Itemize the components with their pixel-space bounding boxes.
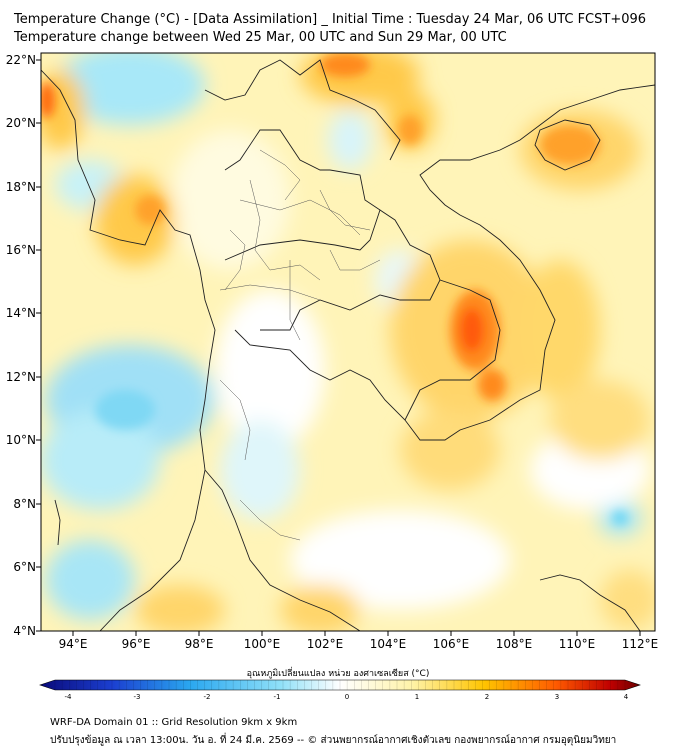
colorbar-tick-label: -1 [274,693,281,701]
colorbar-tick-label: 4 [624,693,629,701]
footer-model-info: WRF-DA Domain 01 :: Grid Resolution 9km … [50,717,298,728]
lon-label: 98°E [185,637,214,651]
lon-label: 110°E [559,637,596,651]
lon-label: 106°E [433,637,470,651]
province-borders [219,149,381,541]
coastlines-and-borders [41,59,655,631]
colorbar-tick-label: -4 [65,693,73,701]
lat-label: 8°N [13,497,36,511]
footer-update-info: ปรับปรุงข้อมูล ณ เวลา 13:00น. วัน อ. ที่… [50,735,617,746]
latitude-axis [36,59,41,632]
colorbar [39,679,641,691]
lon-label: 102°E [307,637,344,651]
map-title: Temperature Change (°C) - [Data Assimila… [14,12,647,27]
lon-label: 96°E [122,637,151,651]
lon-label: 100°E [244,637,281,651]
lat-label: 16°N [6,243,36,257]
colorbar-tick-label: 0 [345,693,349,701]
lat-label: 10°N [6,433,36,447]
colorbar-tick-label: -2 [204,693,211,701]
lat-label: 6°N [13,560,36,574]
colorbar-tick-label: 3 [555,693,559,701]
longitude-axis [72,631,641,636]
temperature-field [41,53,655,631]
map-subtitle: Temperature change between Wed 25 Mar, 0… [14,30,507,45]
lat-label: 20°N [6,116,36,130]
colorbar-tick-label: 1 [415,693,419,701]
colorbar-tick-marks [54,680,626,690]
lat-label: 18°N [6,180,36,194]
lat-label: 4°N [13,624,36,638]
colorbar-tick-label: -3 [134,693,141,701]
colorbar-tick-label: 2 [485,693,489,701]
lon-label: 104°E [370,637,407,651]
colorbar-label: อุณหภูมิเปลี่ยนแปลง หน่วย องศาเซลเซียส (… [246,669,430,679]
map-frame [40,52,656,632]
lon-label: 112°E [622,637,659,651]
lon-label: 94°E [59,637,88,651]
lon-label: 108°E [496,637,533,651]
lat-label: 22°N [6,53,36,67]
lat-label: 12°N [6,370,36,384]
lat-label: 14°N [6,306,36,320]
